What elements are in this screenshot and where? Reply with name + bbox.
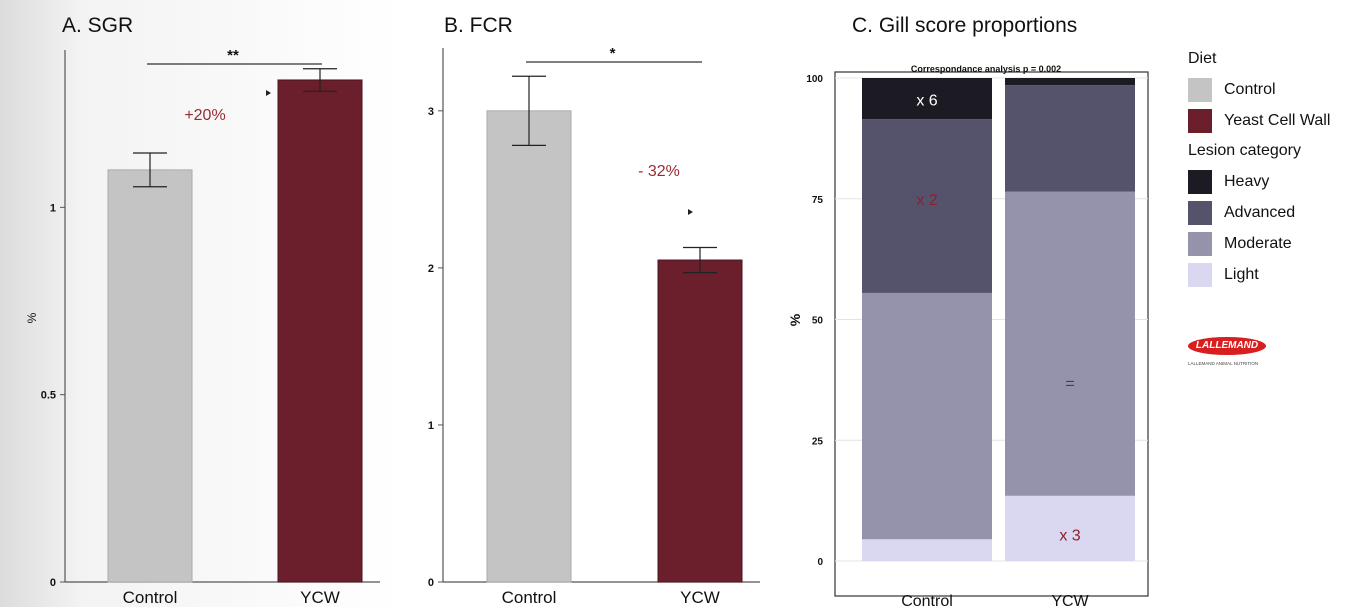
sgr-y-tick-label: 0 (50, 577, 56, 589)
lallemand-logo: LALLEMAND (1188, 337, 1266, 355)
gill-segment-advanced-control (862, 119, 992, 293)
gill-annotation: = (1065, 375, 1074, 392)
fcr-x-tick-label: Control (502, 588, 557, 607)
legend-item-control: Control (1188, 74, 1352, 105)
gill-annotation: x 6 (916, 93, 937, 110)
gill-segment-heavy-control (862, 78, 992, 120)
legend-item-moderate: Moderate (1188, 228, 1352, 259)
fcr-change-annotation: - 32% (638, 163, 680, 180)
gill-x-tick-label: Control (901, 593, 953, 607)
legend-lesion-title: Lesion category (1188, 142, 1301, 159)
legend: Diet Control Yeast Cell Wall Lesion cate… (1188, 50, 1352, 290)
gill-annotation: x 2 (916, 192, 937, 209)
gill-segment-advanced-ycw (1005, 85, 1135, 192)
sgr-bar-ycw (277, 79, 363, 583)
gill-y-tick-label: 75 (812, 195, 824, 206)
gill-segment-light-control (862, 539, 992, 561)
gill-subtitle: Correspondance analysis p = 0.002 (911, 64, 1061, 74)
gill-annotation: x 3 (1059, 527, 1080, 544)
gill-segment-heavy-ycw (1005, 78, 1135, 86)
fcr-y-tick-label: 1 (428, 420, 434, 432)
legend-item-light: Light (1188, 259, 1352, 290)
gill-y-tick-label: 25 (812, 436, 824, 447)
fcr-title: B. FCR (444, 14, 513, 37)
sgr-y-tick-label: 1 (50, 202, 56, 214)
sgr-significance-label: ** (227, 47, 239, 64)
legend-swatch-light (1188, 262, 1212, 287)
fcr-x-tick-label: YCW (680, 588, 720, 607)
gill-y-axis-label: % (787, 313, 803, 326)
sgr-bar-control (107, 169, 193, 583)
gill-y-tick-label: 0 (817, 557, 823, 568)
sgr-marker (266, 90, 271, 96)
legend-swatch-moderate (1188, 231, 1212, 256)
gill-segment-moderate-ycw (1005, 191, 1135, 496)
sgr-title: A. SGR (62, 14, 134, 37)
fcr-marker (688, 209, 693, 215)
lallemand-tagline: LALLEMAND ANIMAL NUTRITION (1188, 361, 1259, 366)
fcr-significance-label: * (610, 45, 616, 62)
gill-y-tick-label: 50 (812, 316, 824, 327)
legend-swatch-control (1188, 77, 1212, 102)
sgr-x-tick-label: YCW (300, 588, 340, 607)
gill-segment-moderate-control (862, 292, 992, 540)
legend-swatch-ycw (1188, 108, 1212, 133)
legend-diet-title: Diet (1188, 50, 1217, 67)
fcr-y-tick-label: 2 (428, 263, 434, 275)
legend-item-ycw: Yeast Cell Wall (1188, 105, 1352, 136)
gill-y-tick-label: 100 (806, 74, 823, 85)
gill-x-tick-label: YCW (1051, 593, 1089, 607)
sgr-x-tick-label: Control (123, 588, 178, 607)
fcr-y-tick-label: 3 (428, 106, 434, 118)
sgr-y-tick-label: 0.5 (41, 390, 56, 402)
legend-item-heavy: Heavy (1188, 166, 1352, 197)
gill-segment-light-ycw (1005, 495, 1135, 561)
gill-title: C. Gill score proportions (852, 14, 1078, 37)
fcr-bar-control (486, 110, 572, 583)
fcr-bar-ycw (657, 259, 743, 583)
sgr-y-axis-label: % (25, 312, 39, 323)
sgr-change-annotation: +20% (184, 107, 225, 124)
fcr-y-tick-label: 0 (428, 577, 434, 589)
legend-item-advanced: Advanced (1188, 197, 1352, 228)
legend-swatch-heavy (1188, 169, 1212, 194)
legend-swatch-advanced (1188, 200, 1212, 225)
